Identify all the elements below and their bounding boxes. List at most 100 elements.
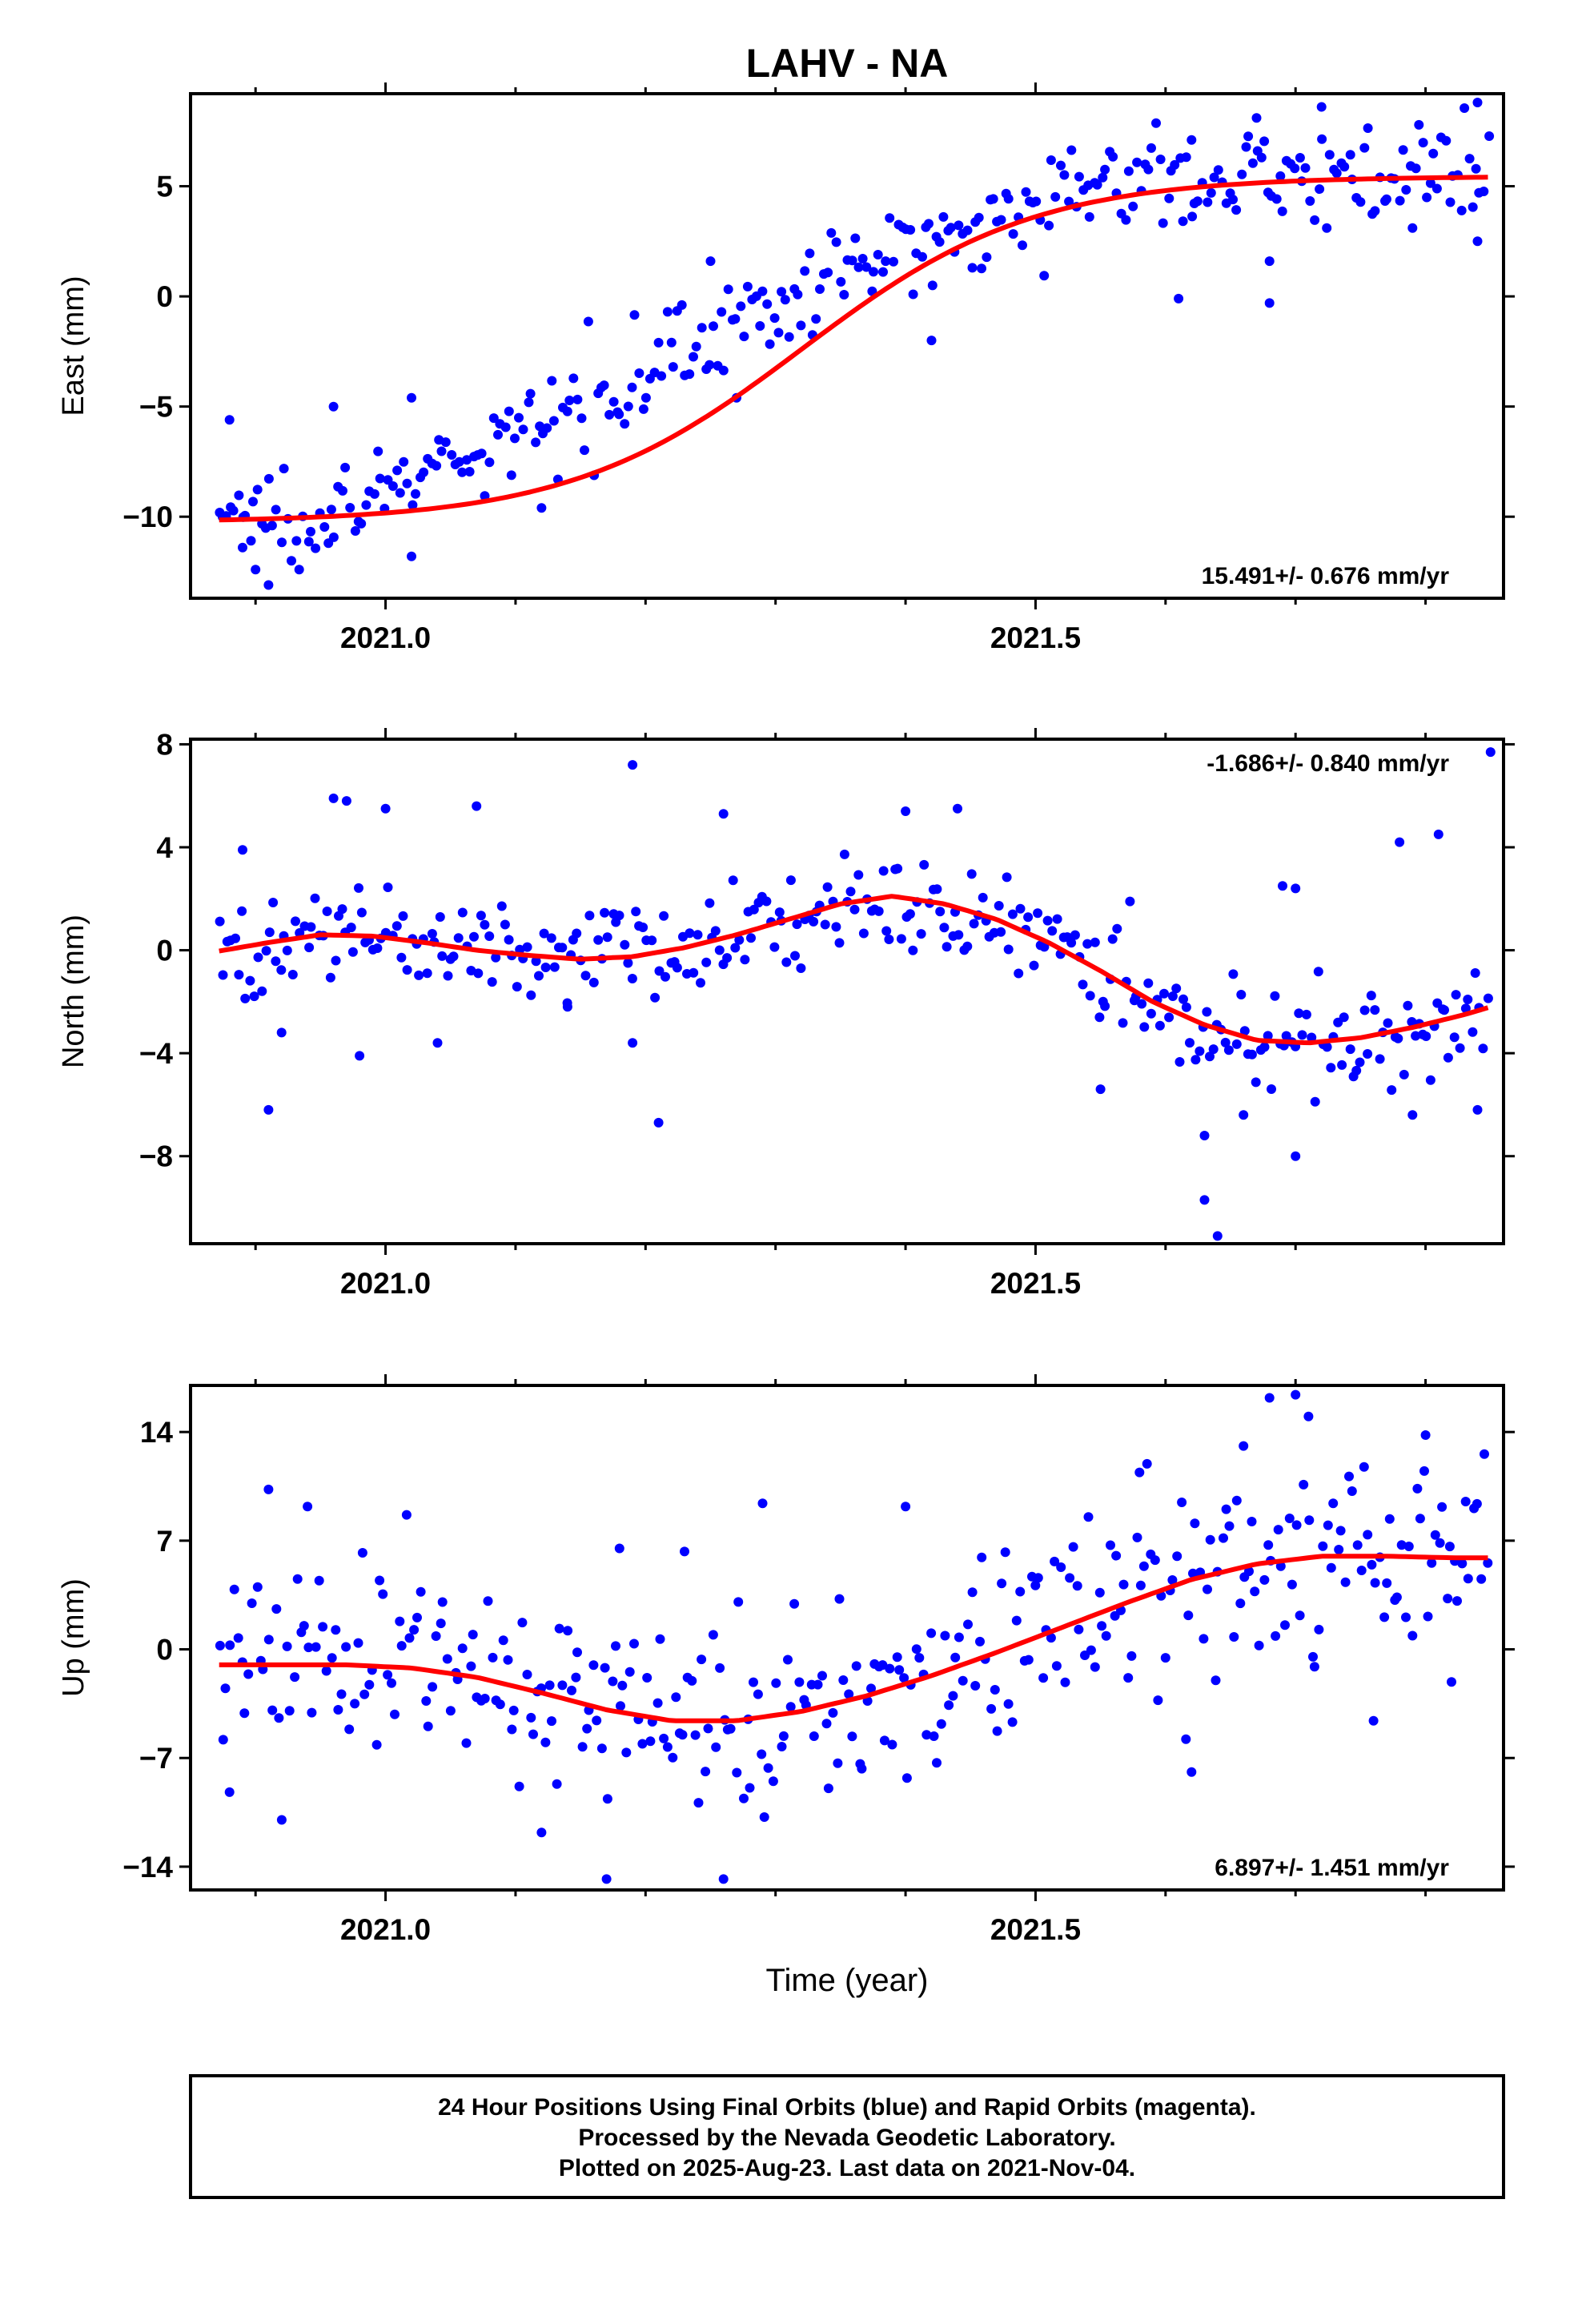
up-data-point [457,1643,468,1654]
up-data-point [1452,1596,1462,1606]
east-data-point [1324,150,1335,160]
east-data-point [361,500,371,510]
up-data-point [1074,1624,1084,1634]
east-data-point [653,337,664,348]
north-data-point [453,933,464,943]
east-data-point [709,321,718,332]
north-data-point [623,958,633,968]
north-data-point [443,971,453,981]
east-data-point [1401,185,1411,195]
east-data-point [387,481,398,491]
up-data-point [423,1721,433,1731]
up-data-point [357,1548,367,1558]
up-data-point [243,1669,254,1679]
up-data-point [554,1623,564,1634]
north-data-point [253,952,263,963]
east-data-point [1066,145,1077,155]
up-data-point [899,1673,909,1683]
east-data-point [1064,196,1074,207]
east-data-point [908,289,918,300]
up-data-point [759,1812,769,1822]
east-data-point [777,287,787,297]
up-data-point [1150,1555,1160,1566]
up-data-point [331,1625,341,1635]
north-data-point [996,927,1006,937]
east-data-point [1428,148,1439,159]
up-data-point [1472,1498,1482,1509]
east-data-point [1132,157,1142,167]
north-panel: 2021.0 2021.5 −8 −4 0 4 8 North (mm) -1.686+/- 0… [57,728,1515,1300]
up-data-point [239,1708,250,1719]
east-data-point [1345,150,1355,160]
up-data-point [1328,1498,1339,1509]
north-data-point [1251,1077,1261,1088]
up-data-point [948,1691,958,1701]
north-data-point [1247,1049,1257,1059]
east-data-point [436,446,447,456]
up-data-point [401,1510,412,1520]
north-data-point [557,943,568,953]
up-data-point [1352,1540,1363,1550]
east-data-point [1206,187,1216,198]
north-data-point [689,967,699,978]
east-data-point [878,267,888,277]
north-data-point [287,970,298,979]
north-data-point [1125,896,1135,907]
up-data-point [1003,1699,1014,1709]
up-frame [189,1384,1505,1892]
up-data-point [536,1827,547,1838]
up-data-point [552,1779,562,1789]
north-data-point [1029,960,1039,971]
up-y-axis-label: Up (mm) [57,1578,90,1697]
east-data-point [1247,158,1258,168]
up-data-point [303,1502,313,1512]
north-data-point [942,942,952,952]
up-data-point [503,1655,513,1665]
up-data-point [733,1597,744,1607]
north-data-point [1015,903,1026,914]
east-data-point [1264,298,1275,308]
north-data-point [398,911,408,921]
up-data-point [1308,1651,1318,1662]
east-data-point [536,503,547,513]
east-data-point [1158,218,1168,228]
east-data-point [248,497,258,507]
north-data-point [245,975,255,986]
east-data-point [861,262,872,272]
north-data-point [391,921,402,931]
east-data-point [1174,293,1184,304]
up-data-point [794,1677,805,1687]
north-data-point [1002,872,1012,883]
up-data-point [1443,1594,1453,1604]
east-data-point [1121,215,1131,225]
up-data-point [1229,1632,1239,1642]
east-data-point [1241,142,1251,152]
north-data-point [614,911,624,921]
up-data-point [466,1661,476,1671]
up-data-point [1291,1389,1301,1400]
up-data-point [1326,1562,1336,1573]
up-data-point [753,1689,763,1699]
north-data-point [322,907,332,916]
up-data-point [778,1731,789,1741]
up-data-point [1134,1467,1145,1478]
east-data-point [1108,151,1118,162]
east-data-point [881,256,891,267]
north-data-point [1294,1008,1304,1019]
up-data-point [390,1709,400,1719]
north-data-point [1100,1001,1110,1011]
east-data-point [535,421,545,432]
up-data-point [711,1742,721,1752]
north-data-point [1039,942,1050,952]
up-data-point [517,1618,528,1628]
east-data-point [1315,184,1325,195]
north-data-point [1460,1003,1471,1014]
north-data-point [1263,1031,1273,1041]
north-data-point [448,951,459,962]
north-data-point [306,922,316,932]
north-data-point [896,934,906,944]
up-data-point [975,1636,985,1647]
up-data-point [1015,1586,1026,1597]
up-data-point [1460,1497,1471,1506]
up-data-point [1153,1695,1163,1706]
